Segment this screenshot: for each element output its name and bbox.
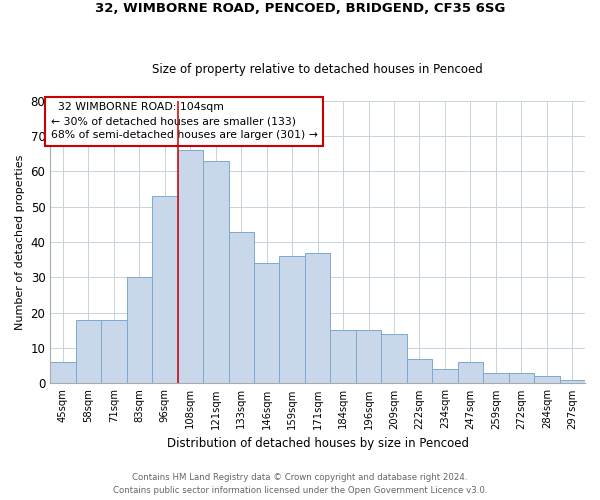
Bar	[178, 150, 203, 384]
Bar	[305, 252, 331, 384]
Bar	[203, 161, 229, 384]
Y-axis label: Number of detached properties: Number of detached properties	[15, 154, 25, 330]
Bar	[280, 256, 305, 384]
Bar	[254, 264, 280, 384]
Bar	[509, 373, 534, 384]
Text: Contains HM Land Registry data © Crown copyright and database right 2024.
Contai: Contains HM Land Registry data © Crown c…	[113, 473, 487, 495]
Text: 32, WIMBORNE ROAD, PENCOED, BRIDGEND, CF35 6SG: 32, WIMBORNE ROAD, PENCOED, BRIDGEND, CF…	[95, 2, 505, 16]
Text: 32 WIMBORNE ROAD: 104sqm
← 30% of detached houses are smaller (133)
68% of semi-: 32 WIMBORNE ROAD: 104sqm ← 30% of detach…	[51, 102, 318, 140]
X-axis label: Distribution of detached houses by size in Pencoed: Distribution of detached houses by size …	[167, 437, 469, 450]
Bar	[356, 330, 382, 384]
Bar	[76, 320, 101, 384]
Bar	[229, 232, 254, 384]
Bar	[127, 278, 152, 384]
Bar	[534, 376, 560, 384]
Bar	[483, 373, 509, 384]
Bar	[458, 362, 483, 384]
Title: Size of property relative to detached houses in Pencoed: Size of property relative to detached ho…	[152, 63, 483, 76]
Bar	[101, 320, 127, 384]
Bar	[560, 380, 585, 384]
Bar	[331, 330, 356, 384]
Bar	[407, 358, 432, 384]
Bar	[432, 370, 458, 384]
Bar	[152, 196, 178, 384]
Bar	[382, 334, 407, 384]
Bar	[50, 362, 76, 384]
